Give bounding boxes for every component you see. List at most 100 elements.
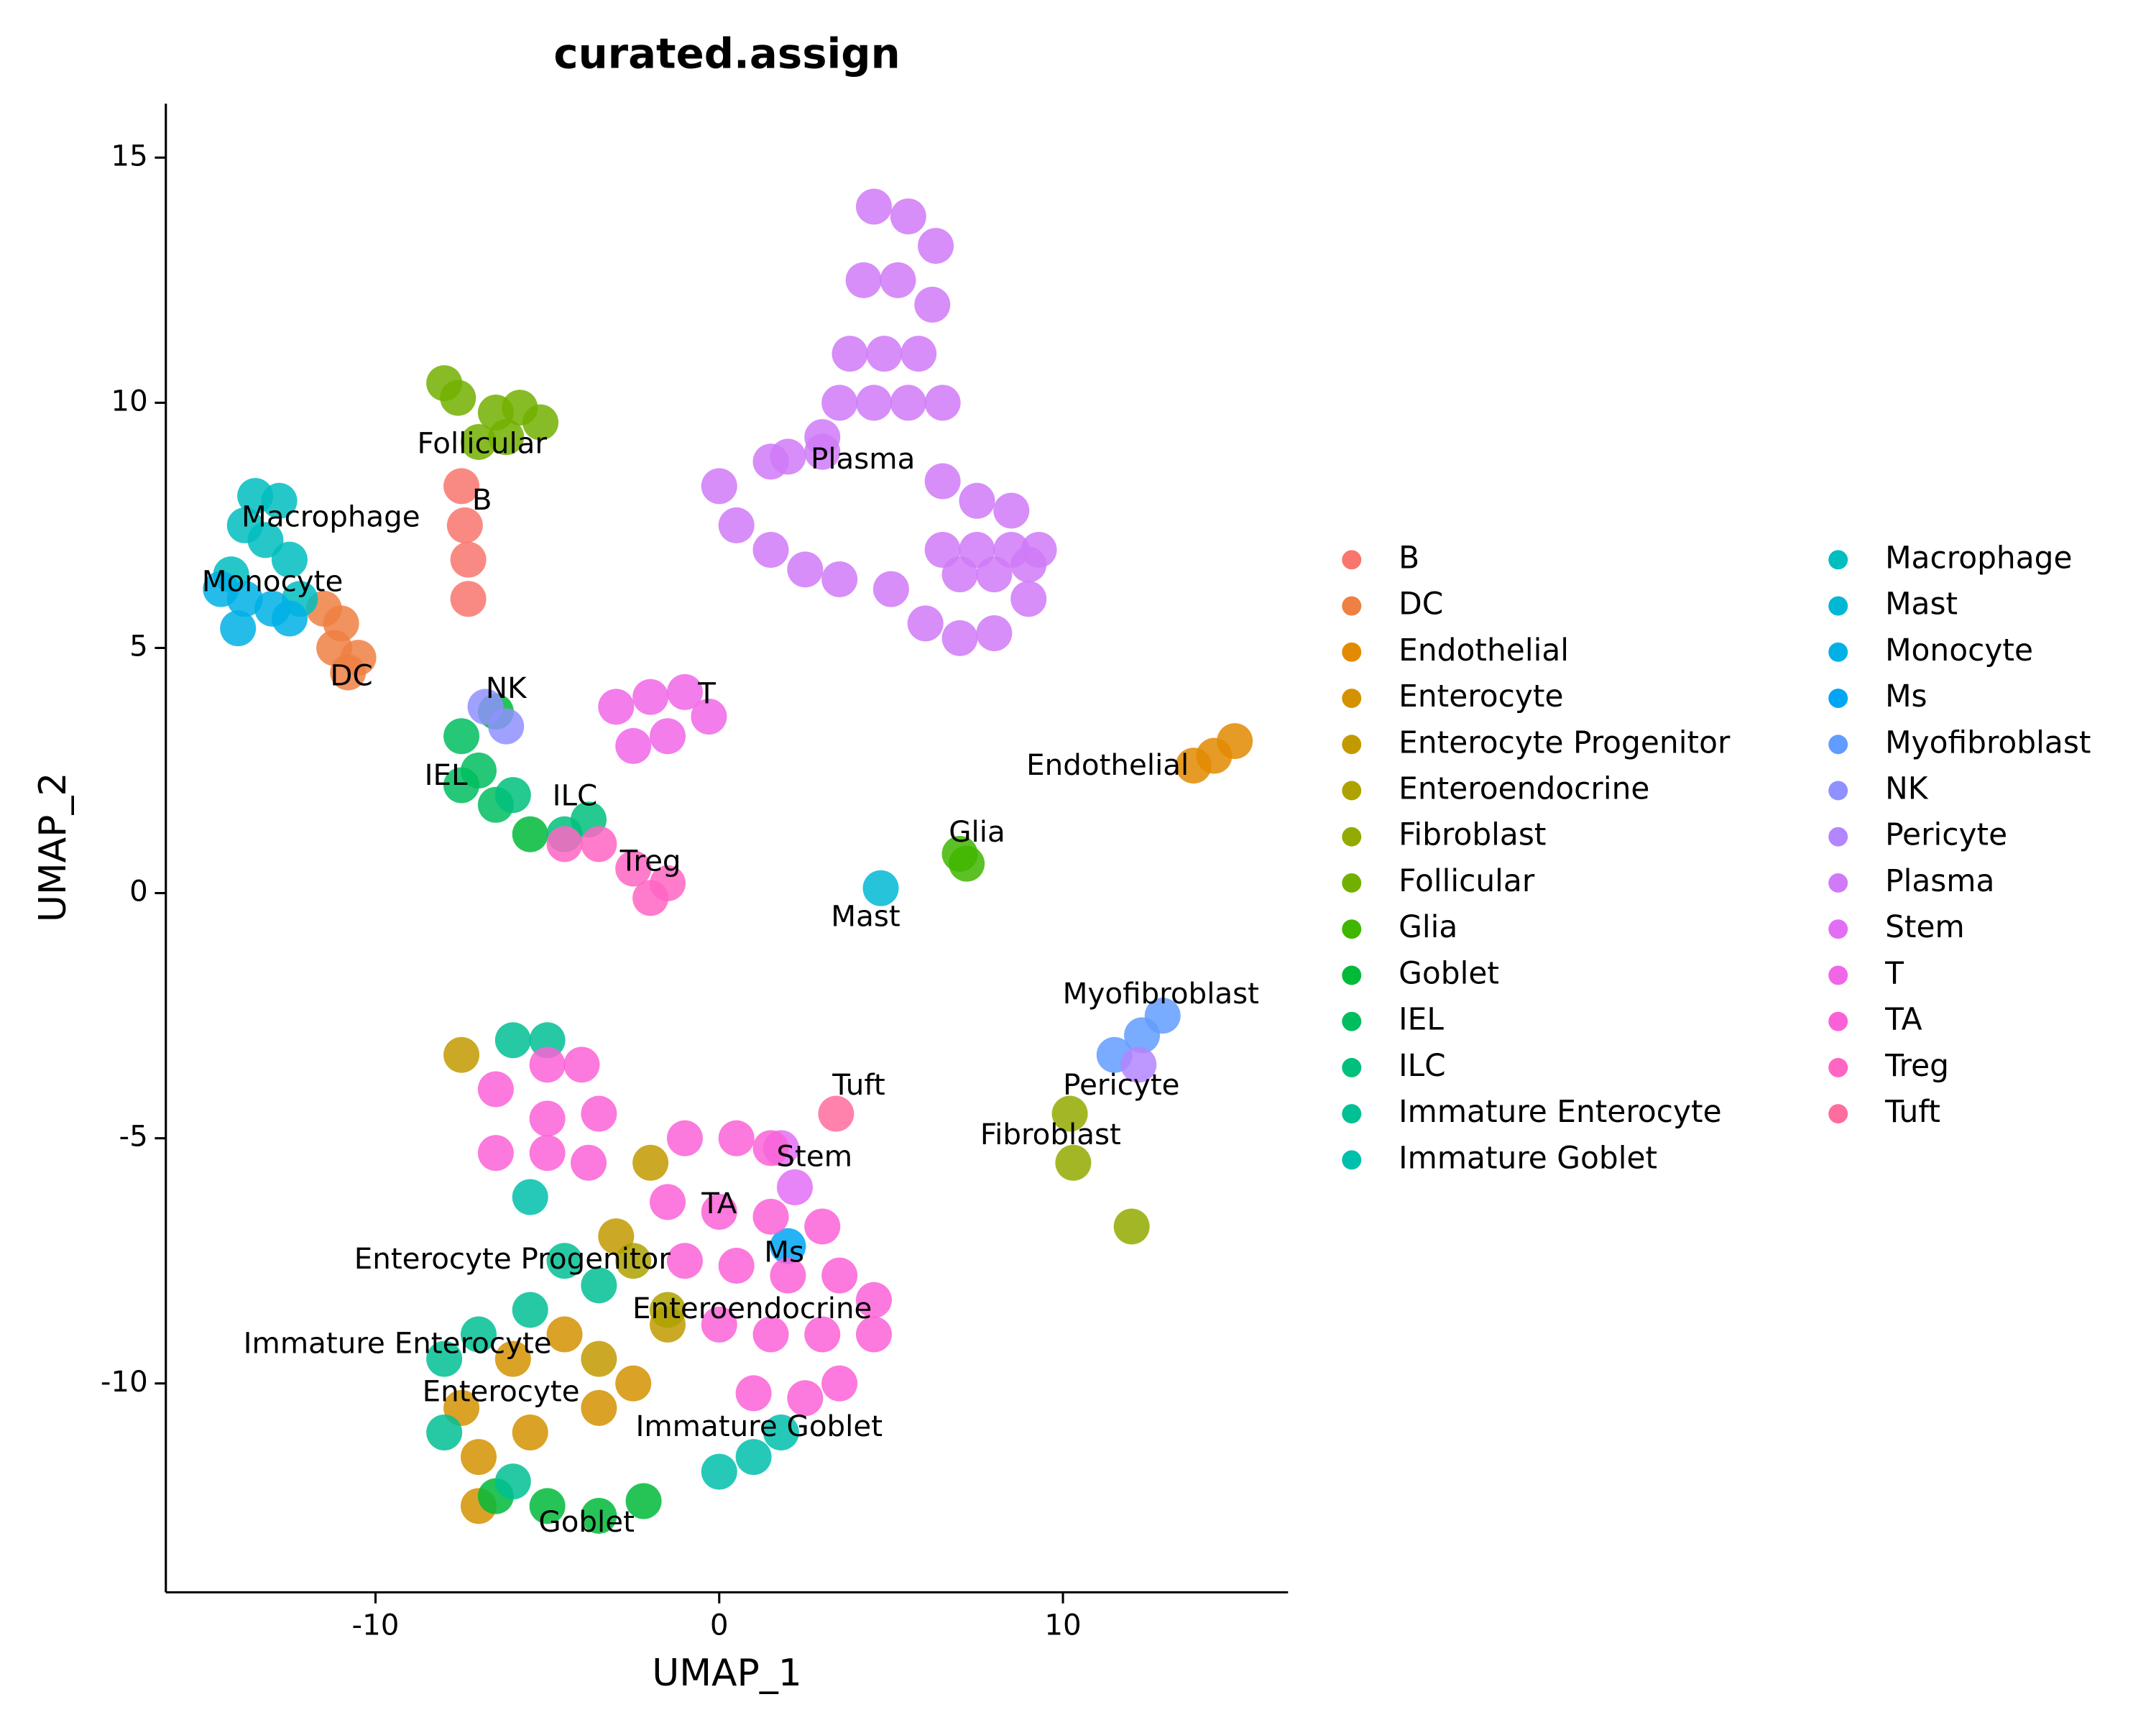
cluster-label: Enterocyte Progenitor [354,1242,671,1276]
point [650,718,686,755]
point [1055,1144,1092,1181]
legend-label: DC [1399,586,1443,622]
point [615,1365,652,1402]
cluster-label: Pericyte [1063,1068,1179,1102]
point [855,385,892,421]
legend-swatch [1342,735,1362,755]
legend-swatch [1342,873,1362,893]
legend-swatch [1828,735,1848,755]
point [650,1292,686,1328]
legend-label: Enteroendocrine [1399,771,1649,806]
x-tick-label: 0 [710,1608,729,1642]
point [752,1198,789,1235]
legend-swatch [1342,1150,1362,1170]
point [770,1257,806,1294]
point [890,385,926,421]
cluster-label: Immature Goblet [635,1409,883,1443]
y-tick-label: -10 [101,1365,148,1399]
point [546,826,583,862]
point [763,1414,799,1450]
point [666,1120,703,1156]
point [941,620,978,656]
point [581,826,617,862]
point [872,571,909,607]
legend-label: Monocyte [1885,632,2033,668]
y-tick-label: 5 [129,629,148,663]
point [220,610,257,647]
point [546,1316,583,1353]
point [821,385,858,421]
legend-label: Ms [1885,678,1927,714]
point [625,1483,662,1519]
point [691,698,727,735]
point [752,1130,789,1167]
point [821,1365,858,1402]
point [615,850,652,887]
legend-swatch [1342,827,1362,847]
point [718,1248,755,1284]
point [845,262,882,298]
point [443,767,480,804]
cluster-label: Treg [619,844,681,878]
cluster-label: Macrophage [241,500,420,533]
point [598,689,635,725]
point [1217,723,1253,760]
point [890,198,926,235]
point [477,1135,514,1172]
y-tick-label: 0 [129,875,148,908]
legend-label: Macrophage [1885,540,2072,575]
point [787,1380,824,1417]
legend-swatch [1828,781,1848,801]
point [862,870,899,906]
point [701,468,737,505]
cluster-label: IEL [425,758,468,792]
y-tick-label: 15 [111,139,147,172]
y-axis-title: UMAP_2 [32,773,75,923]
cluster-label: Tuft [831,1068,885,1102]
x-tick-label: 10 [1044,1608,1081,1642]
x-tick-label: -10 [352,1608,400,1642]
point [494,1022,531,1059]
point [615,1243,652,1279]
point [261,482,298,519]
legend-label: Mast [1885,586,1958,622]
point [460,1316,497,1353]
legend-label: Endothelial [1399,632,1569,668]
point [632,1144,669,1181]
point [918,228,954,264]
point [477,1071,514,1108]
point [494,1340,531,1377]
point [866,336,903,372]
point [426,1340,463,1377]
points [203,188,1253,1534]
legend-swatch [1828,550,1848,570]
point [529,1488,566,1524]
legend-swatch [1342,596,1362,616]
cluster-label: Stem [776,1140,852,1174]
legend-label: Stem [1885,909,1965,944]
point [666,673,703,710]
legend-swatch [1828,642,1848,662]
point [855,1282,892,1318]
point [976,615,1013,652]
legend-swatch [1342,965,1362,985]
cluster-label: Immature Enterocyte [244,1327,552,1361]
point [821,1257,858,1294]
legend-swatch [1828,919,1848,939]
legend-label: T [1884,955,1904,990]
cluster-label: Goblet [538,1505,635,1539]
legend-swatch [1342,1011,1362,1031]
point [440,380,476,416]
point [776,1169,813,1205]
point [804,433,841,470]
legend-label: Fibroblast [1399,817,1546,852]
point [522,404,559,441]
point [1113,1208,1150,1245]
legend-label: ILC [1399,1048,1446,1083]
point [650,1184,686,1220]
legend-label: Myofibroblast [1885,724,2091,760]
point [701,1453,737,1490]
point [701,1193,737,1230]
point [821,561,858,597]
legend-swatch [1342,1104,1362,1124]
